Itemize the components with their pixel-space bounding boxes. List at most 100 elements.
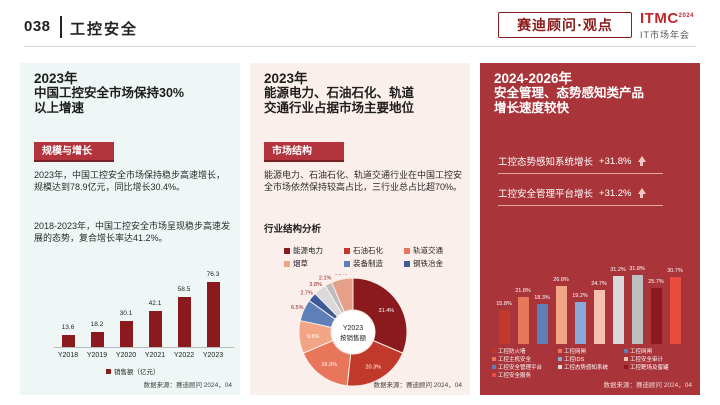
legend-label: 石油石化 [353, 246, 383, 255]
legend-label: 烟草 [293, 259, 308, 268]
donut-value-label: 2.7% [300, 290, 313, 296]
bar-value-label: 24.7% [591, 281, 607, 288]
product-bar [517, 296, 529, 344]
donut-value-label: 9.8% [307, 334, 320, 340]
legend-item: 石油石化 [344, 244, 396, 257]
legend-swatch [344, 247, 350, 254]
panel1-tag: 规模与增长 [34, 142, 114, 162]
product-bar [574, 302, 586, 344]
panel3-source: 数据来源：赛迪顾问 2024，04 [603, 382, 693, 389]
title-line: 2024-2026年 [494, 71, 573, 86]
legend-item: 工控防火墙 [492, 347, 558, 355]
legend-swatch [624, 357, 628, 361]
growth-name: 工控态势感知系统增长 [498, 157, 594, 168]
product-bar [650, 288, 662, 344]
panel2-title: 2023年 能源电力、石油石化、轨道 交通行业占据市场主要地位 [264, 71, 464, 116]
growth-value: +31.8% [599, 155, 632, 167]
legend-label: 工控主机安全 [498, 357, 532, 363]
bar-value-label: 76.3 [206, 271, 220, 279]
legend-item: 装备制造 [344, 257, 396, 270]
bar-y2023 [206, 282, 220, 347]
legend-swatch [492, 373, 496, 377]
bar-value-label: 13.6 [61, 324, 75, 332]
bar-category-label: Y2022 [173, 352, 195, 359]
legend-item: 工控靶场及蜜罐 [624, 363, 690, 371]
donut-hole [332, 311, 374, 353]
bar-value-label: 15.8% [496, 300, 512, 307]
pie-legend: 能源电力 石油石化 轨道交通烟草 装备制造 钢铁冶金 [284, 244, 464, 270]
legend-label: 轨道交通 [413, 246, 443, 255]
bar-value-label: 21.8% [515, 287, 531, 294]
product-legend: 工控防火墙 工控网闸 工控网闸 工控主机安全 工控IDS 工控安全审计 工控安全管理平台 工控… [492, 347, 692, 379]
bar-y2022 [177, 297, 191, 347]
bar-value-label: 42.1 [148, 300, 162, 308]
bar-value-label: 30.1 [119, 310, 133, 318]
bar-value-label: 31.8% [629, 265, 645, 272]
legend-row: 工控安全服务 [492, 371, 692, 379]
title-line: 2023年 [34, 71, 78, 86]
legend-swatch [558, 357, 562, 361]
logo-year: 2024 [678, 13, 695, 19]
donut-value-label: 31.4% [379, 308, 395, 314]
bar-category-label: Y2020 [115, 352, 137, 359]
legend-item: 工控IDS [558, 355, 624, 363]
legend-item: 烟草 [284, 257, 336, 270]
legend-swatch [106, 368, 111, 374]
legend-label: 工控网闸 [564, 349, 587, 355]
bar-value-label: 18.3% [534, 295, 550, 302]
legend-label: 工控靶场及蜜罐 [630, 365, 669, 371]
page-number: 038 [24, 18, 51, 35]
panel1-para2: 2018-2023年，中国工控安全市场呈现稳步高速发展的态势，复合增长率达41.… [34, 221, 231, 243]
bar-y2018 [61, 335, 75, 347]
bar-value-label: 30.7% [667, 268, 683, 275]
legend-row: 烟草 装备制造 钢铁冶金 [284, 257, 464, 270]
legend-swatch [492, 349, 496, 353]
legend-swatch [558, 365, 562, 369]
bar-y2021 [148, 311, 162, 347]
up-arrow-icon [637, 156, 646, 166]
panel2-source: 数据来源：赛迪顾问 2024，04 [373, 382, 463, 389]
legend-label: 钢铁冶金 [413, 259, 443, 268]
panel3-title: 2024-2026年 安全管理、态势感知类产品 增长速度较快 [494, 71, 694, 116]
title-line: 能源电力、石油石化、轨道 [264, 86, 415, 100]
header-rule [24, 46, 696, 47]
industry-donut-chart: 31.4%20.3%16.9%9.8%6.5%2.7%3.8%2.1%6.5%Y… [291, 274, 408, 387]
legend-item: 钢铁冶金 [404, 257, 456, 270]
legend-swatch [558, 349, 562, 353]
donut-center-label: Y2023 [343, 325, 363, 332]
legend-item: 工控安全服务 [492, 371, 558, 379]
bar-value-label: 19.2% [572, 293, 588, 300]
growth-divider [498, 173, 663, 174]
bar-value-label: 31.2% [610, 267, 626, 274]
legend-label: 工控安全审计 [630, 357, 664, 363]
legend-item: 工控安全管理平台 [492, 363, 558, 371]
title-line: 增长速度较快 [494, 101, 570, 115]
growth-name: 工控安全管理平台增长 [498, 189, 594, 200]
product-bar [669, 277, 681, 344]
legend-item: 能源电力 [284, 244, 336, 257]
growth-value: +31.2% [599, 187, 632, 199]
legend-swatch [344, 260, 350, 267]
bar-value-label: 58.5 [177, 286, 191, 294]
product-bar [498, 309, 510, 344]
bar-y2019 [90, 331, 104, 347]
logo-text: ITMC [640, 10, 679, 27]
panel2-tag: 市场结构 [264, 142, 344, 162]
growth-item-management-platform: 工控安全管理平台增长 +31.2% [498, 183, 688, 203]
title-line: 2023年 [264, 71, 308, 86]
legend-row: 工控安全管理平台 工控态势感知系统 工控靶场及蜜罐 [492, 363, 692, 371]
bar-value-label: 26.8% [553, 276, 569, 283]
donut-center-label: 按销售额 [340, 333, 367, 342]
growth-divider [498, 205, 663, 206]
legend-row: 能源电力 石油石化 轨道交通 [284, 244, 464, 257]
legend-swatch [624, 365, 628, 369]
legend-swatch [492, 365, 496, 369]
title-line: 中国工控安全市场保持30% [34, 86, 185, 100]
page-title: 工控安全 [70, 21, 139, 38]
panel-growth-forecast: 2024-2026年 安全管理、态势感知类产品 增长速度较快 工控态势感知系统增长 … [480, 63, 700, 395]
panel-market-structure: 2023年 能源电力、石油石化、轨道 交通行业占据市场主要地位 市场结构 能源电力、… [250, 63, 470, 395]
panel1-para1: 2023年，中国工控安全市场保持稳步高速增长，规模达到78.9亿元，同比增长30… [34, 170, 226, 192]
donut-value-label: 20.3% [365, 364, 381, 370]
panel-market-growth: 2023年 中国工控安全市场保持30% 以上增速 规模与增长 2023年，中国工控安… [20, 63, 240, 395]
legend-swatch [624, 349, 628, 353]
